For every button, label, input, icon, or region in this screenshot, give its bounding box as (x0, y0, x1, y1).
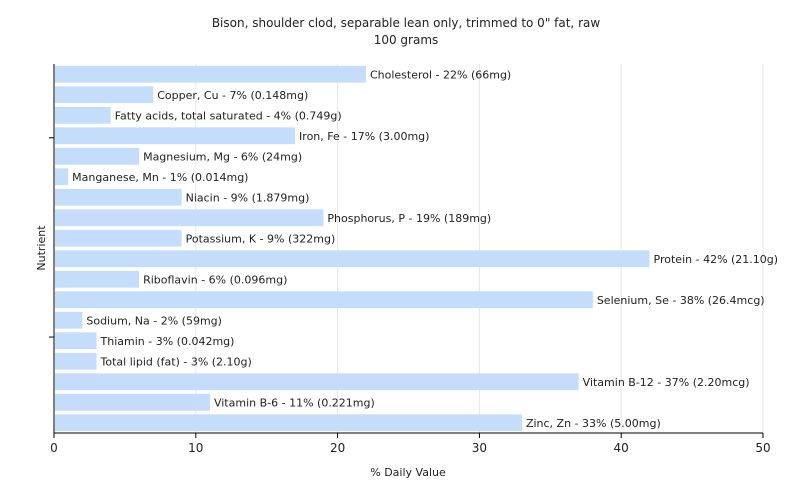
bar-label: Copper, Cu - 7% (0.148mg) (157, 89, 308, 102)
bar-label: Total lipid (fat) - 3% (2.10g) (100, 355, 252, 368)
bar (55, 393, 210, 411)
bar (55, 147, 140, 165)
bar-label: Vitamin B-6 - 11% (0.221mg) (214, 396, 375, 409)
bar-label: Fatty acids, total saturated - 4% (0.749… (115, 109, 342, 122)
x-tick-label: 20 (330, 441, 345, 455)
bar (55, 229, 182, 247)
chart-subtitle: 100 grams (374, 33, 439, 47)
bar-label: Phosphorus, P - 19% (189mg) (327, 212, 491, 225)
x-tick-label: 40 (614, 441, 629, 455)
x-tick-label: 50 (755, 441, 770, 455)
x-tick-label: 30 (472, 441, 487, 455)
x-axis-label: % Daily Value (370, 466, 446, 479)
bar (55, 311, 83, 329)
bar-label: Niacin - 9% (1.879mg) (186, 191, 310, 204)
bar (55, 291, 593, 309)
bar-label: Magnesium, Mg - 6% (24mg) (143, 150, 302, 163)
bar-label: Zinc, Zn - 33% (5.00mg) (526, 417, 661, 430)
bar-label: Manganese, Mn - 1% (0.014mg) (72, 171, 248, 184)
bar-label: Thiamin - 3% (0.042mg) (100, 335, 235, 348)
bar (55, 332, 97, 350)
bar (55, 373, 579, 391)
bar-label: Protein - 42% (21.10g) (654, 253, 779, 266)
y-axis-label: Nutrient (35, 225, 48, 271)
bar (55, 86, 154, 104)
bar (55, 65, 366, 83)
bar (55, 352, 97, 370)
bar-label: Cholesterol - 22% (66mg) (370, 68, 511, 81)
bar-label: Sodium, Na - 2% (59mg) (86, 314, 222, 327)
bar (55, 188, 182, 206)
bar (55, 127, 296, 145)
bars: Cholesterol - 22% (66mg) Copper, Cu - 7% … (55, 65, 779, 432)
bar-label: Vitamin B-12 - 37% (2.20mcg) (583, 376, 750, 389)
bar-label: Selenium, Se - 38% (26.4mcg) (597, 294, 765, 307)
bar (55, 168, 69, 186)
x-tick-label: 10 (188, 441, 203, 455)
bar (55, 270, 140, 288)
bar-label: Riboflavin - 6% (0.096mg) (143, 273, 287, 286)
x-tick-label: 0 (50, 441, 58, 455)
bar (55, 106, 111, 124)
bar (55, 209, 324, 227)
bar-label: Potassium, K - 9% (322mg) (186, 232, 336, 245)
bar (55, 414, 522, 432)
chart-title: Bison, shoulder clod, separable lean onl… (212, 16, 601, 30)
axes: 0 10 20 30 40 50 (49, 64, 771, 455)
bar (55, 250, 650, 268)
bar-label: Iron, Fe - 17% (3.00mg) (299, 130, 429, 143)
